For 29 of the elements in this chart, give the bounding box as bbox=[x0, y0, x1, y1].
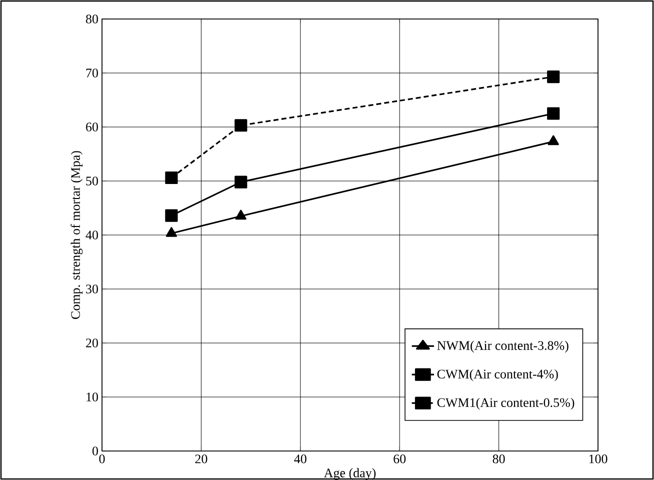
legend-label: CWM(Air content-4%) bbox=[437, 369, 558, 382]
y-tick-label: 70 bbox=[86, 68, 98, 78]
y-tick-label: 60 bbox=[86, 122, 98, 132]
y-axis-title: Comp. strength of mortar (Mpa) bbox=[70, 151, 83, 319]
x-tick-label: 40 bbox=[294, 454, 306, 464]
legend-label: CWM1(Air content-0.5%) bbox=[437, 398, 574, 410]
x-tick-label: 80 bbox=[492, 454, 505, 464]
y-tick-label: 40 bbox=[86, 230, 98, 240]
point bbox=[234, 119, 248, 132]
y-tick-label: 50 bbox=[86, 176, 98, 186]
x-axis-title: Age (day) bbox=[324, 468, 376, 480]
legend-label: NWM(Air content-3.8%) bbox=[437, 340, 568, 353]
y-tick-label: 20 bbox=[86, 338, 98, 348]
point bbox=[165, 209, 178, 222]
y-tick-label: 30 bbox=[86, 284, 98, 294]
x-tick-label: 20 bbox=[195, 454, 208, 464]
point bbox=[548, 135, 559, 146]
x-tick-label: 60 bbox=[394, 454, 406, 464]
point bbox=[547, 107, 560, 120]
point bbox=[547, 70, 560, 84]
point bbox=[235, 210, 246, 220]
point bbox=[234, 176, 248, 188]
y-tick-label: 80 bbox=[86, 14, 98, 24]
x-tick-label: 0 bbox=[99, 454, 105, 464]
point bbox=[165, 171, 178, 184]
point bbox=[166, 227, 178, 237]
y-tick-label: 10 bbox=[86, 392, 98, 402]
y-tick-label: 0 bbox=[92, 446, 98, 456]
x-tick-label: 100 bbox=[589, 454, 608, 464]
